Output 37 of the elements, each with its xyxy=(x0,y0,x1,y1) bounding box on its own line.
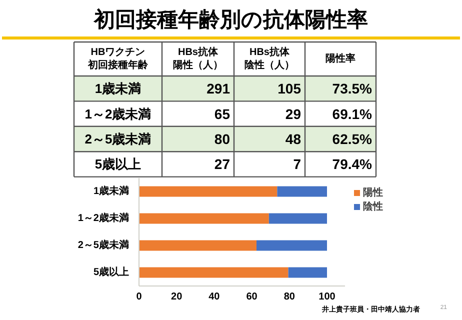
y-tick-label: 5歳以上 xyxy=(93,266,129,278)
text: HBワクチン初回接種年齢 xyxy=(87,47,149,71)
bar xyxy=(256,240,327,251)
bar xyxy=(277,186,327,197)
legend-label: 陰性 xyxy=(363,200,383,212)
x-tick-label: 40 xyxy=(208,292,220,302)
text: HBs抗体陰性（人） xyxy=(244,46,294,71)
x-tick-label: 100 xyxy=(318,292,336,302)
x-tick-label: 60 xyxy=(246,292,258,302)
text: 陽性率 xyxy=(326,52,356,64)
data-label: 73.5% xyxy=(332,80,373,97)
bar xyxy=(288,267,327,278)
data-label: 105 xyxy=(278,80,302,97)
x-tick-label: 0 xyxy=(136,292,142,302)
data-label: 69.1% xyxy=(332,106,373,122)
bar xyxy=(139,186,278,197)
bar xyxy=(139,240,256,251)
data-label: 7 xyxy=(293,156,302,172)
x-tick-label: 20 xyxy=(171,292,183,302)
bar xyxy=(268,213,327,224)
x-tick-label: 80 xyxy=(284,292,296,302)
bar xyxy=(139,213,269,224)
text: 初回接種年齢別の抗体陽性率 xyxy=(93,8,368,32)
y-tick-label: 1～2歳未満 xyxy=(78,212,129,224)
data-label: 62.5% xyxy=(332,131,373,147)
data-label: 48 xyxy=(285,131,302,147)
y-tick-label: 1歳未満 xyxy=(93,185,129,197)
series-label: HBs抗体陽性（人） xyxy=(173,46,223,71)
bar xyxy=(139,267,288,278)
legend-label: 陽性 xyxy=(363,186,383,198)
data-label: 291 xyxy=(206,80,230,97)
data-label: 79.4% xyxy=(332,156,373,172)
data-label: 27 xyxy=(214,156,230,172)
data-label: 65 xyxy=(214,106,230,122)
data-label: 80 xyxy=(214,131,230,147)
data-label: 29 xyxy=(285,106,302,122)
y-tick-label: 2～5歳未満 xyxy=(78,239,129,251)
